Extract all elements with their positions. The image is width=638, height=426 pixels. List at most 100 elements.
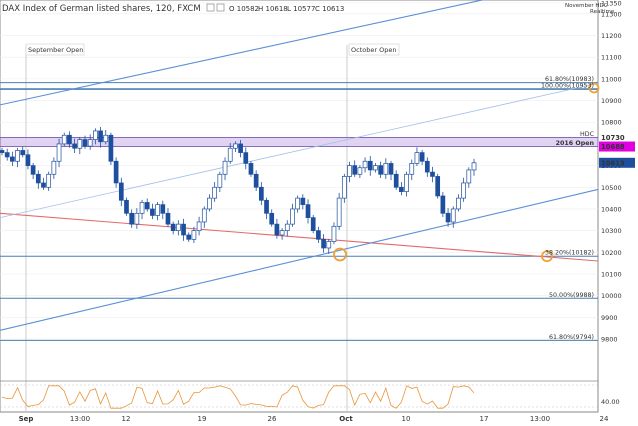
candle-body <box>233 143 238 149</box>
candle-body <box>4 152 10 158</box>
candle-body <box>191 230 197 240</box>
candle-body <box>155 204 160 216</box>
x-axis: Sep 13:00 12 19 26 Oct 10 17 13:00 24 <box>19 415 609 423</box>
candle-body <box>253 173 259 188</box>
y-tick-label: 10200 <box>601 249 622 257</box>
candle-body <box>93 130 98 140</box>
y-tick-label: 10100 <box>601 271 622 279</box>
candle-body <box>165 212 171 225</box>
candle-body <box>264 199 269 214</box>
settings-icon[interactable] <box>206 3 215 12</box>
candle-body <box>357 167 363 175</box>
fib-levels <box>0 82 598 341</box>
candle-body <box>160 204 166 214</box>
candle-body <box>373 165 378 171</box>
candle-body <box>435 176 441 197</box>
candle-body <box>201 208 207 223</box>
candle-body <box>424 160 430 173</box>
chart-title: DAX Index of German listed shares, 120, … <box>2 4 201 14</box>
y-tick-label: 9900 <box>601 314 618 322</box>
realtime-label: Realtime <box>590 9 615 15</box>
price-tag: 10688 <box>601 143 625 151</box>
candle-body <box>25 154 31 166</box>
candle-body <box>316 230 321 240</box>
candle-body <box>10 156 15 162</box>
candle-body <box>388 163 394 175</box>
candle-body <box>450 208 456 223</box>
candle-body <box>367 160 373 171</box>
candle-body <box>124 199 129 214</box>
candle-body <box>56 143 62 162</box>
candle-body <box>150 208 155 216</box>
candle-body <box>393 173 399 188</box>
x-tick-label: 13:00 <box>530 415 550 423</box>
blue-trend-mid <box>0 82 598 219</box>
candle-body <box>0 150 5 153</box>
candle-body <box>274 223 280 236</box>
candle-body <box>419 152 425 162</box>
candle-body <box>222 160 228 175</box>
chart-header: DAX Index of German listed shares, 120, … <box>2 3 615 15</box>
candle-body <box>51 160 57 175</box>
x-tick-label: Oct <box>339 415 353 423</box>
candle-body <box>72 143 77 149</box>
pivot-marker <box>588 82 600 94</box>
resistance-zone <box>0 137 598 147</box>
candle-body <box>347 165 352 177</box>
candle-body <box>362 160 368 169</box>
blue-trend-upper <box>0 0 485 106</box>
candle-body <box>46 173 52 188</box>
x-tick-label: 19 <box>198 415 207 423</box>
y-tick-label: 11100 <box>601 54 622 62</box>
candle-body <box>176 223 181 231</box>
price-tag: 10730 <box>601 134 625 142</box>
level-label: HDC <box>580 131 595 138</box>
candle-body <box>227 147 233 162</box>
candle-body <box>414 152 420 164</box>
candle-body <box>404 173 409 192</box>
ohlc-open: O 10582 <box>229 5 259 13</box>
september-open-label: September Open <box>28 46 83 54</box>
candle-body <box>331 225 337 242</box>
level-labels: 61.80%(10983)100.00%(10953) HDC 2016 Open 3… <box>541 76 595 341</box>
october-open-label: October Open <box>351 46 396 54</box>
markers <box>333 82 600 263</box>
candle-body <box>461 182 466 199</box>
candle-body <box>67 134 72 145</box>
x-tick-label: 17 <box>480 415 489 423</box>
candle-body <box>77 139 83 149</box>
candle-body <box>300 197 306 205</box>
candle-body <box>243 152 249 164</box>
y-tick-label: 10400 <box>601 205 622 213</box>
candle-body <box>186 234 192 240</box>
candle-body <box>30 165 36 175</box>
pivot-marker <box>541 250 553 263</box>
candle-body <box>295 197 300 210</box>
candle-body <box>471 162 477 171</box>
level-label: 100.00%(10953) <box>541 83 594 90</box>
level-label: 2016 Open <box>556 140 594 147</box>
candle-body <box>144 202 150 210</box>
trendlines <box>0 0 598 331</box>
toggle-icon[interactable] <box>216 3 225 12</box>
y-tick-label: 10300 <box>601 227 622 235</box>
candle-body <box>310 217 316 231</box>
level-label: 61.80%(10983) <box>545 76 594 83</box>
candle-body <box>181 223 186 236</box>
candle-body <box>248 163 254 175</box>
x-tick-label: 12 <box>122 415 131 423</box>
candle-body <box>82 139 88 147</box>
candle-body <box>15 150 20 162</box>
x-tick-label: 13:00 <box>70 415 90 423</box>
candle-body <box>399 186 404 192</box>
price-tag-bg <box>599 141 635 152</box>
candle-body <box>279 230 285 236</box>
candle-body <box>212 186 218 199</box>
candle-body <box>378 165 383 175</box>
y-tick-label: 10800 <box>601 119 622 127</box>
rsi-line <box>1 385 475 409</box>
pivot-marker <box>333 247 347 262</box>
price-tag-bg <box>599 157 635 168</box>
y-tick-label: 10900 <box>601 97 622 105</box>
